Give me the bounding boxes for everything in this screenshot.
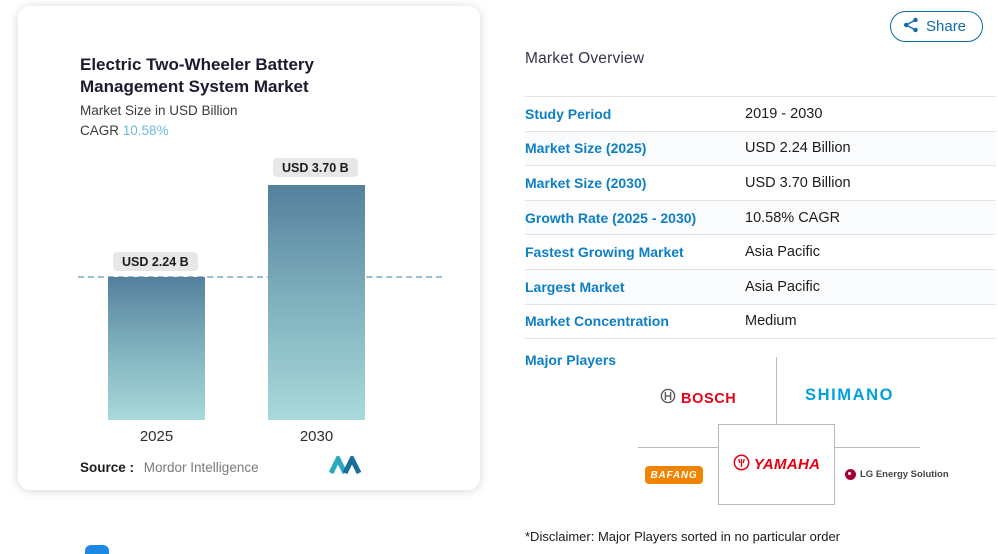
shimano-logo: SHIMANO xyxy=(805,386,895,404)
table-row: Market Size (2030) USD 3.70 Billion xyxy=(525,166,996,201)
bosch-logo: BOSCH xyxy=(660,388,736,409)
lg-logo-text: LG Energy Solution xyxy=(860,469,949,480)
market-overview-heading: Market Overview xyxy=(525,50,645,67)
table-row: Market Size (2025) USD 2.24 Billion xyxy=(525,131,996,167)
diagram-vertical-line xyxy=(776,357,777,424)
source-label: Source : xyxy=(80,460,135,475)
row-value: USD 2.24 Billion xyxy=(745,140,851,157)
row-value: 2019 - 2030 xyxy=(745,105,823,122)
table-row: Growth Rate (2025 - 2030) 10.58% CAGR xyxy=(525,200,996,236)
cagr-label: CAGR xyxy=(80,123,120,138)
bar-2030 xyxy=(268,185,365,420)
row-label: Growth Rate (2025 - 2030) xyxy=(525,209,697,226)
row-label: Fastest Growing Market xyxy=(525,244,684,261)
yamaha-box: YAMAHA xyxy=(718,424,835,505)
row-label: Largest Market xyxy=(525,278,625,295)
reference-line xyxy=(78,276,442,278)
row-label: Market Size (2030) xyxy=(525,174,647,191)
table-row: Fastest Growing Market Asia Pacific xyxy=(525,235,996,270)
chart-card: Electric Two-Wheeler Battery Management … xyxy=(18,6,480,490)
bafang-logo: BAFANG xyxy=(645,466,703,484)
yamaha-icon xyxy=(733,454,750,476)
bosch-logo-text: BOSCH xyxy=(681,390,737,407)
row-label: Market Concentration xyxy=(525,313,669,330)
table-row: Market Concentration Medium xyxy=(525,305,996,340)
x-axis-label-2030: 2030 xyxy=(299,428,334,445)
row-value: Asia Pacific xyxy=(745,278,820,295)
cagr-value: 10.58% xyxy=(122,123,169,138)
chart-title-line1: Electric Two-Wheeler Battery xyxy=(80,55,314,74)
row-value: 10.58% CAGR xyxy=(745,209,841,226)
x-axis-label-2025: 2025 xyxy=(139,428,174,445)
table-row: Study Period 2019 - 2030 xyxy=(525,97,996,132)
bar-2025 xyxy=(108,277,205,420)
share-icon xyxy=(903,17,919,37)
bar-value-pill-2030: USD 3.70 B xyxy=(273,158,358,177)
yamaha-logo-text: YAMAHA xyxy=(753,456,821,473)
lg-icon xyxy=(845,469,856,480)
lg-energy-solution-logo: LG Energy Solution xyxy=(845,469,949,480)
bosch-icon xyxy=(660,388,676,409)
overview-table: Study Period 2019 - 2030 Market Size (20… xyxy=(525,96,996,340)
cagr-line: CAGR 10.58% xyxy=(80,123,169,138)
share-button-label: Share xyxy=(926,18,967,35)
source-row: Source : Mordor Intelligence xyxy=(80,460,259,475)
table-row: Largest Market Asia Pacific xyxy=(525,269,996,305)
row-label: Market Size (2025) xyxy=(525,140,647,157)
row-value: USD 3.70 Billion xyxy=(745,174,851,191)
disclaimer: *Disclaimer: Major Players sorted in no … xyxy=(525,529,841,544)
major-players-label: Major Players xyxy=(525,352,617,368)
row-label: Study Period xyxy=(525,105,612,122)
mordor-intelligence-logo-icon xyxy=(328,453,364,480)
chart-title-line2: Management System Market xyxy=(80,76,309,96)
chart-subtitle: Market Size in USD Billion xyxy=(80,103,238,118)
source-value: Mordor Intelligence xyxy=(143,460,259,475)
chat-widget-button[interactable] xyxy=(85,545,109,554)
row-value: Medium xyxy=(745,313,797,330)
share-button[interactable]: Share xyxy=(890,11,984,42)
chart-title: Electric Two-Wheeler Battery Management … xyxy=(80,54,314,98)
row-value: Asia Pacific xyxy=(745,244,820,261)
bar-value-pill-2025: USD 2.24 B xyxy=(113,252,198,271)
